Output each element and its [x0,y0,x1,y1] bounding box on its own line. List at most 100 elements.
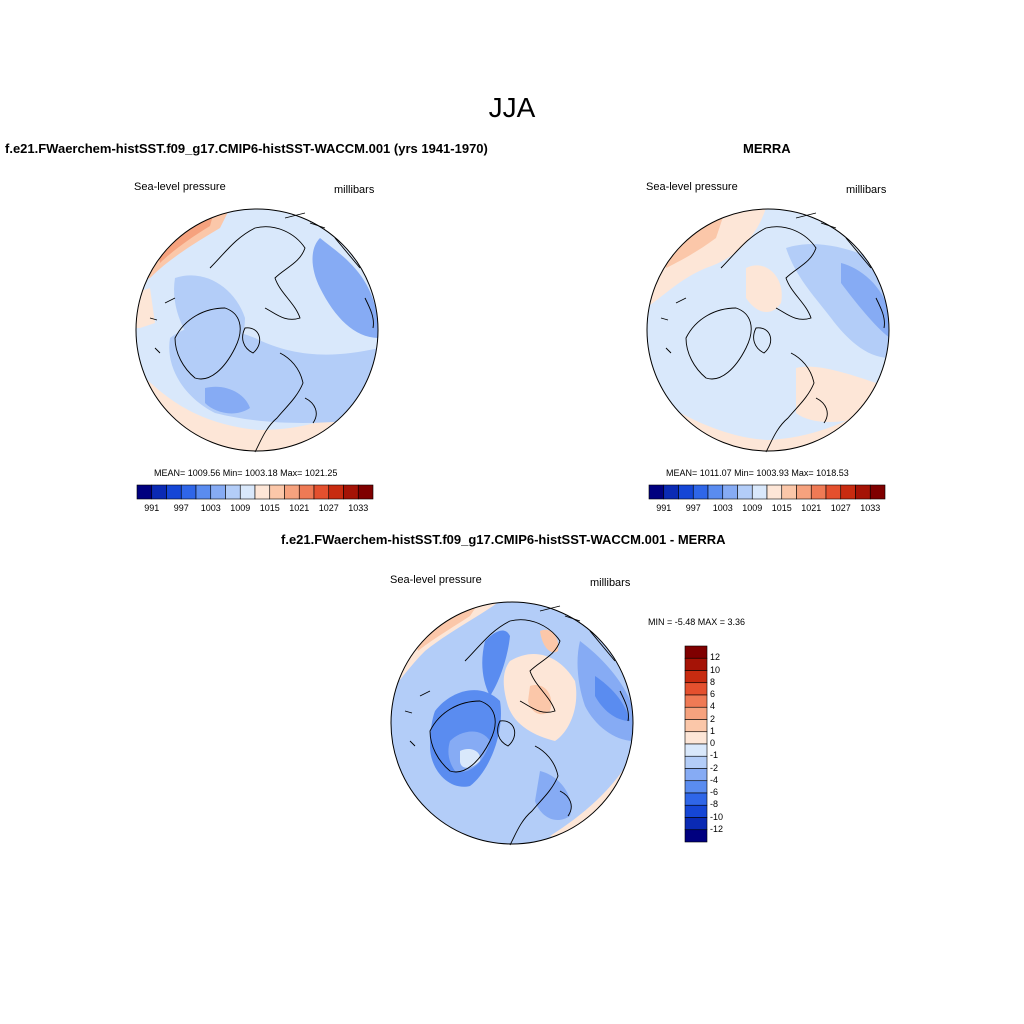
colorbar-swatch [284,484,300,500]
colorbar-tick-label: -12 [710,823,724,834]
colorbar-tick-label: 1 [710,725,716,736]
low-pressure-region [174,275,245,361]
merra-units-label: millibars [846,184,887,196]
colorbar-swatch [684,768,708,782]
colorbar-swatch [684,694,708,708]
colorbar-tick-label: -4 [710,774,719,785]
colorbar-swatch [357,484,374,500]
merra-stats: MEAN= 1011.07 Min= 1003.93 Max= 1018.53 [666,468,849,478]
colorbar-tick-label: 997 [173,503,189,513]
colorbar-swatch [648,484,665,500]
colorbar-tick-label: 1021 [801,503,822,513]
colorbar-swatch [684,829,708,843]
colorbar-swatch [840,484,856,500]
colorbar-swatch [195,484,212,500]
diff-field-label: Sea-level pressure [390,574,482,586]
colorbar-swatch [684,719,708,733]
rim-high-pressure [136,368,378,451]
colorbar-swatch [298,484,315,500]
colorbar-swatch [684,743,708,757]
colorbar-swatch [239,484,256,500]
colorbar-swatch [684,817,708,831]
colorbar-swatch [210,484,226,500]
colorbar-swatch [684,670,708,684]
colorbar-swatch [751,484,768,500]
colorbar-swatch [166,484,182,500]
diff-polar-map [390,601,634,846]
colorbar-tick-label: 1015 [259,503,280,513]
colorbar-tick-label: 2 [710,713,716,724]
colorbar-swatch [781,484,797,500]
colorbar-swatch [692,484,709,500]
colorbar-swatch [225,484,241,500]
colorbar-tick-label: 1027 [318,503,339,513]
colorbar-swatch [180,484,197,500]
diff-colorbar [684,645,708,843]
colorbar-swatch [343,484,359,500]
model-polar-map [135,208,379,453]
colorbar-tick-label: 1009 [230,503,251,513]
colorbar-tick-label: 1021 [289,503,310,513]
negative-anomaly [595,676,630,721]
diff-units-label: millibars [590,577,631,589]
negative-anomaly [482,630,510,696]
map-border [646,208,890,452]
colorbar-swatch [684,792,708,806]
low-pressure-region [786,244,889,358]
negative-anomaly [460,749,481,768]
colorbar-tick-label: -6 [710,787,719,797]
merra-colorbar [648,484,886,500]
colorbar-tick-label: 10 [710,664,721,675]
colorbar-tick-label: 991 [656,503,672,513]
colorbar-swatch [684,645,708,659]
model-stats: MEAN= 1009.56 Min= 1003.18 Max= 1021.25 [154,468,338,478]
colorbar-tick-label: 1027 [830,503,851,513]
model-units-label: millibars [334,184,375,196]
colorbar-swatch [136,484,153,500]
low-pressure-region [312,238,378,338]
colorbar-tick-label: 8 [710,676,716,687]
colorbar-swatch [313,484,330,500]
colorbar-swatch [684,755,708,769]
merra-polar-map [646,208,890,453]
colorbar-tick-label: -2 [710,762,719,773]
colorbar-swatch [766,484,783,500]
colorbar-tick-label: 1033 [860,503,881,513]
colorbar-tick-label: 0 [710,738,716,748]
colorbar-tick-label: 1015 [771,503,792,513]
colorbar-swatch [254,484,271,500]
positive-anomaly [528,685,552,715]
model-field-label: Sea-level pressure [134,181,226,193]
colorbar-swatch [684,731,708,745]
page-title: JJA [488,92,536,123]
model-colorbar [136,484,374,500]
map-border [390,601,634,845]
colorbar-tick-label: 1009 [742,503,763,513]
colorbar-tick-label: -10 [710,811,724,822]
colorbar-swatch [663,484,679,500]
diff-stats: MIN = -5.48 MAX = 3.36 [648,617,746,627]
colorbar-swatch [722,484,738,500]
model-panel-title: f.e21.FWaerchem-histSST.f09_g17.CMIP6-hi… [5,141,488,156]
diff-panel-title: f.e21.FWaerchem-histSST.f09_g17.CMIP6-hi… [281,532,726,547]
colorbar-tick-label: -1 [710,750,719,761]
colorbar-swatch [810,484,827,500]
colorbar-swatch [684,780,708,794]
merra-panel-title: MERRA [743,141,791,156]
colorbar-swatch [869,484,886,500]
low-pressure-region [841,263,889,338]
merra-field-label: Sea-level pressure [646,181,738,193]
colorbar-swatch [328,484,344,500]
colorbar-tick-label: 1003 [200,503,221,513]
colorbar-swatch [825,484,842,500]
colorbar-swatch [737,484,753,500]
colorbar-tick-label: 12 [710,652,721,663]
colorbar-tick-label: 4 [710,701,716,712]
colorbar-tick-label: 6 [710,689,716,699]
colorbar-swatch [269,484,285,500]
negative-anomaly [535,771,571,821]
colorbar-swatch [151,484,167,500]
colorbar-tick-label: 997 [685,503,701,513]
colorbar-swatch [684,657,708,671]
colorbar-swatch [684,682,708,696]
